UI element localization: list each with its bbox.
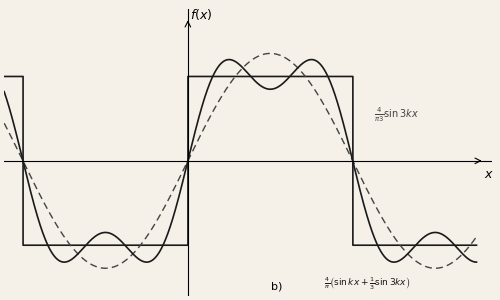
Text: $\frac{4}{\pi 3}\sin 3kx$: $\frac{4}{\pi 3}\sin 3kx$: [374, 105, 419, 124]
Text: $x$: $x$: [484, 168, 494, 181]
Text: $\frac{4}{\pi}\left(\sin kx+\frac{1}{3}\sin 3kx\right)$: $\frac{4}{\pi}\left(\sin kx+\frac{1}{3}\…: [324, 275, 410, 292]
Text: b): b): [272, 282, 283, 292]
Text: $f(x)$: $f(x)$: [190, 7, 212, 22]
